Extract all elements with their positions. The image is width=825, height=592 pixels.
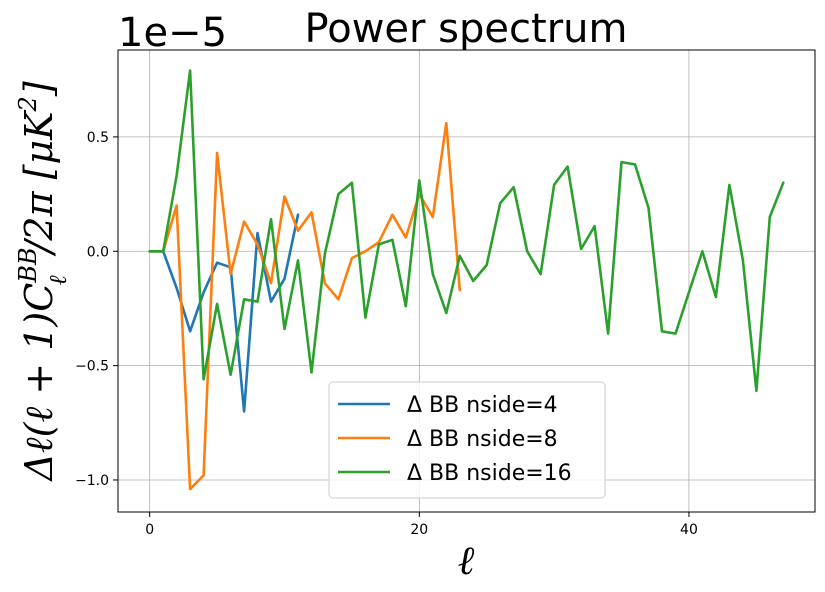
x-tick-label: 20 — [410, 522, 428, 538]
series-line-2 — [148, 69, 785, 393]
y-tick-label: 0.0 — [87, 244, 109, 260]
y-axis-label-main: Δℓ(ℓ + 1)C — [17, 283, 61, 483]
y-axis-label-tail: /2π [μK — [17, 109, 61, 258]
y-axis-label-pow: 2 — [14, 96, 42, 112]
y-axis-label-sup: BB — [14, 247, 42, 283]
x-tick-label: 40 — [680, 522, 698, 538]
legend-label-0: Δ BB nside=4 — [407, 393, 558, 418]
y-offset-text: 1e−5 — [118, 10, 227, 56]
x-axis-label: ℓ — [458, 538, 475, 584]
y-axis-label-close: ] — [17, 81, 61, 97]
legend-label-1: Δ BB nside=8 — [407, 427, 558, 452]
y-axis-label-sub: ℓ — [44, 275, 72, 285]
legend-box — [328, 381, 606, 499]
series-lines — [148, 69, 785, 491]
series-line-1 — [148, 121, 462, 491]
y-axis-label: Δℓ(ℓ + 1)CBBℓ/2π [μK2] — [14, 81, 72, 483]
chart-title: Power spectrum — [305, 6, 628, 52]
x-axis-ticks: 0 20 40 — [145, 512, 698, 538]
legend-label-2: Δ BB nside=16 — [407, 461, 572, 486]
y-tick-label: −0.5 — [75, 359, 109, 375]
series-line-0 — [148, 213, 300, 413]
x-tick-label: 0 — [145, 522, 154, 538]
y-tick-label: 0.5 — [87, 130, 109, 146]
grid-lines — [118, 50, 815, 512]
y-tick-label: −1.0 — [75, 473, 109, 489]
y-axis-ticks: −1.0 −0.5 0.0 0.5 — [75, 130, 118, 489]
legend: Δ BB nside=4 Δ BB nside=8 Δ BB nside=16 — [328, 381, 606, 499]
plot-frame — [117, 49, 816, 513]
